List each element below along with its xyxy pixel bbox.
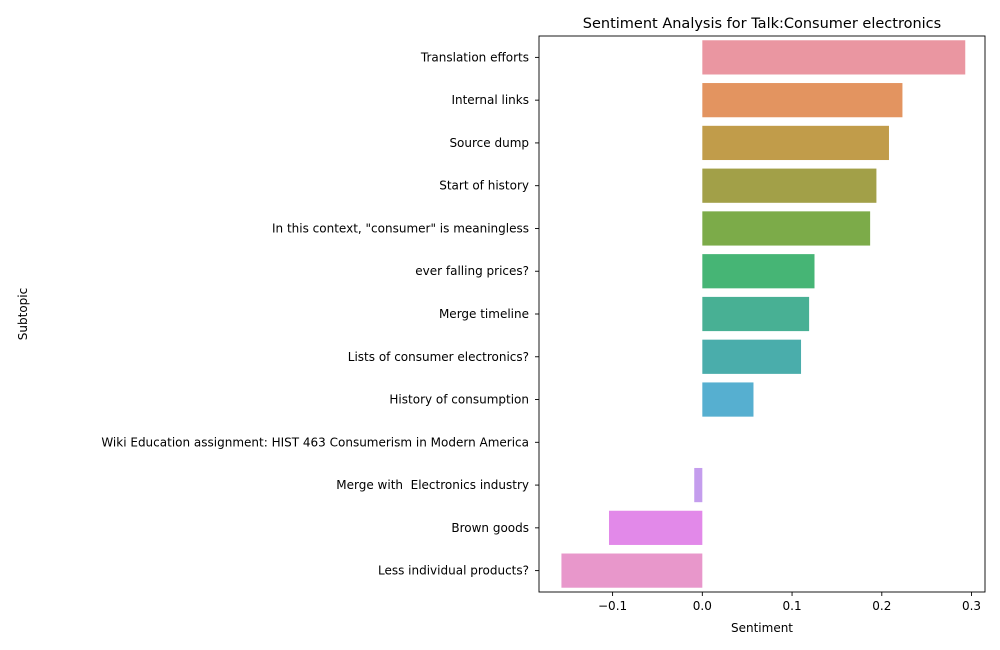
category-labels-group: Translation efforts Internal links Source … bbox=[101, 50, 539, 578]
bar bbox=[702, 211, 871, 246]
category-label: Start of history bbox=[439, 179, 529, 193]
category-label: Merge with Electronics industry bbox=[336, 478, 529, 492]
category-label: Wiki Education assignment: HIST 463 Cons… bbox=[101, 435, 529, 449]
category-label: Merge timeline bbox=[439, 307, 529, 321]
category-label: Translation efforts bbox=[420, 50, 529, 64]
bar bbox=[702, 254, 815, 289]
y-axis-label: Subtopic bbox=[16, 288, 30, 340]
bar bbox=[561, 553, 703, 588]
category-label: Lists of consumer electronics? bbox=[348, 350, 529, 364]
x-tick-label: 0.2 bbox=[872, 599, 891, 613]
x-axis-label: Sentiment bbox=[731, 621, 793, 635]
x-tick-label: −0.1 bbox=[598, 599, 627, 613]
bar bbox=[702, 125, 889, 161]
bar bbox=[608, 510, 703, 545]
category-label: Source dump bbox=[449, 136, 529, 150]
bar bbox=[702, 168, 877, 203]
plot-frame bbox=[538, 35, 986, 593]
category-label: ever falling prices? bbox=[415, 264, 529, 278]
bar bbox=[702, 339, 802, 374]
category-label: Internal links bbox=[451, 93, 529, 107]
category-label: History of consumption bbox=[389, 393, 529, 407]
chart-title: Sentiment Analysis for Talk:Consumer ele… bbox=[583, 16, 941, 32]
x-tick-label: 0.3 bbox=[962, 599, 981, 613]
category-label: Brown goods bbox=[451, 521, 529, 535]
bar bbox=[694, 467, 703, 503]
category-label: In this context, "consumer" is meaningle… bbox=[272, 221, 529, 235]
x-tick-label: 0.1 bbox=[783, 599, 802, 613]
category-label: Less individual products? bbox=[378, 564, 529, 578]
x-ticks-group: −0.1 0.0 0.1 0.2 0.3 bbox=[598, 592, 981, 613]
bar bbox=[702, 83, 903, 118]
bar bbox=[702, 296, 810, 332]
bar bbox=[702, 40, 966, 75]
bar bbox=[702, 382, 754, 417]
bars-group bbox=[561, 40, 966, 588]
x-tick-label: 0.0 bbox=[693, 599, 712, 613]
